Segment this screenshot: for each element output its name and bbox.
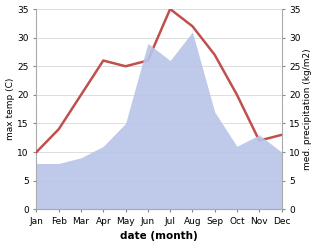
Y-axis label: max temp (C): max temp (C) — [5, 78, 15, 140]
X-axis label: date (month): date (month) — [120, 231, 198, 242]
Y-axis label: med. precipitation (kg/m2): med. precipitation (kg/m2) — [303, 48, 313, 170]
